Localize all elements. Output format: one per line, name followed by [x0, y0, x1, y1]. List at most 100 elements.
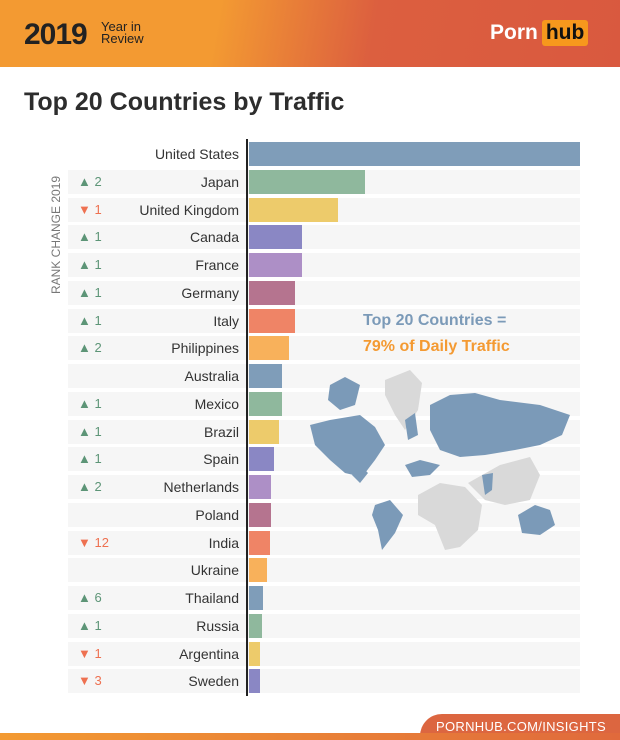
bar-ukraine	[249, 558, 267, 583]
rank-change-up: ▲ 2	[78, 174, 118, 189]
rank-change-value: 1	[94, 645, 102, 661]
table-row	[68, 336, 580, 361]
bar-spain	[249, 447, 274, 472]
rank-change-up: ▲ 2	[78, 479, 118, 494]
bar-japan	[249, 169, 365, 194]
rank-change-down: ▼ 1	[78, 646, 118, 661]
category-label: Mexico	[194, 395, 239, 412]
category-label: Sweden	[188, 673, 239, 690]
rank-change-value: 6	[94, 590, 102, 605]
bar-brazil	[249, 419, 279, 444]
world-map	[310, 370, 570, 550]
rank-change-down: ▼ 1	[78, 202, 118, 217]
bar-poland	[249, 502, 271, 527]
category-label: United Kingdom	[139, 201, 239, 218]
triangle-up-icon: ▲	[78, 229, 95, 245]
triangle-up-icon: ▲	[78, 257, 95, 272]
bar-sweden	[249, 669, 260, 694]
rank-change-up: ▲ 1	[78, 229, 118, 244]
rank-change-up: ▲ 1	[78, 313, 118, 328]
rank-change-up: ▲ 1	[78, 396, 118, 411]
rank-change-value: 1	[94, 451, 102, 467]
rank-change-value: 1	[94, 229, 102, 245]
category-label: Argentina	[179, 645, 239, 662]
rank-change-up: ▲ 6	[78, 590, 118, 605]
logo-right: hub	[541, 20, 589, 46]
footer-link[interactable]: PORNHUB.COM/INSIGHTS	[436, 719, 606, 734]
year-label: 2019	[24, 18, 88, 51]
bar-germany	[249, 280, 296, 305]
category-label: Ukraine	[190, 562, 239, 579]
subtitle-line2: Review	[101, 31, 144, 46]
rank-change-up: ▲ 1	[78, 618, 118, 633]
table-row	[68, 613, 580, 638]
rank-change-up: ▲ 2	[78, 340, 118, 355]
brand-logo: Porn hub	[490, 20, 589, 46]
rank-change-value: 2	[94, 479, 102, 494]
bar-thailand	[249, 586, 263, 610]
table-row	[68, 253, 580, 277]
bar-philippines	[249, 336, 289, 361]
table-row	[68, 502, 580, 527]
triangle-up-icon: ▲	[78, 284, 95, 300]
footer-strip	[0, 733, 620, 740]
rank-change-up: ▲ 1	[78, 285, 118, 300]
rank-change-value: 1	[94, 395, 102, 411]
rank-change-down: ▼ 3	[78, 673, 118, 688]
rank-change-value: 1	[94, 201, 102, 217]
rank-change-value: 1	[94, 312, 102, 328]
category-label: Japan	[200, 173, 239, 190]
bar-canada	[249, 225, 302, 250]
triangle-up-icon: ▲	[78, 395, 95, 411]
table-row	[68, 669, 580, 694]
bar-india	[249, 530, 270, 555]
triangle-down-icon: ▼	[78, 201, 95, 217]
table-row	[68, 641, 580, 666]
rank-change-value: 2	[94, 173, 102, 189]
triangle-down-icon: ▼	[78, 645, 95, 661]
subtitle-line1: Year in	[101, 19, 141, 34]
bar-united-kingdom	[249, 197, 339, 222]
rank-change-up: ▲ 1	[78, 424, 118, 439]
category-label: Canada	[189, 229, 239, 246]
category-label: Spain	[203, 451, 239, 468]
bar-mexico	[249, 391, 283, 416]
rank-change-value: 3	[94, 673, 102, 689]
category-label: Russia	[196, 617, 239, 634]
category-label: Thailand	[185, 590, 239, 606]
rank-change-value: 1	[94, 617, 102, 633]
annotation-line2: 79% of Daily Traffic	[363, 338, 510, 355]
triangle-up-icon: ▲	[78, 479, 95, 494]
bar-united-states	[249, 142, 580, 166]
triangle-up-icon: ▲	[78, 312, 95, 328]
category-label: Philippines	[171, 340, 239, 357]
category-label: France	[195, 257, 239, 273]
rank-change-value: 12	[94, 534, 109, 550]
category-label: Italy	[213, 312, 239, 329]
category-label: India	[208, 534, 239, 551]
rank-change-value: 1	[94, 257, 102, 272]
table-row	[68, 558, 580, 583]
table-row	[68, 586, 580, 610]
table-row	[68, 308, 580, 333]
triangle-up-icon: ▲	[78, 423, 95, 439]
bar-netherlands	[249, 475, 271, 499]
triangle-up-icon: ▲	[78, 340, 95, 356]
rank-change-down: ▼ 12	[78, 535, 118, 550]
triangle-down-icon: ▼	[78, 534, 95, 550]
logo-left: Porn	[490, 21, 538, 44]
bar-argentina	[249, 641, 260, 666]
bar-italy	[249, 308, 296, 333]
triangle-up-icon: ▲	[78, 173, 95, 189]
triangle-up-icon: ▲	[78, 617, 95, 633]
category-label: Poland	[195, 506, 239, 523]
table-row	[68, 364, 580, 388]
triangle-down-icon: ▼	[78, 673, 95, 689]
category-label: United States	[154, 146, 239, 162]
table-row	[68, 280, 580, 305]
bar-russia	[249, 613, 262, 638]
table-row	[68, 530, 580, 555]
triangle-up-icon: ▲	[78, 451, 95, 467]
chart-title: Top 20 Countries by Traffic	[24, 88, 345, 116]
rank-change-value: 1	[94, 423, 102, 439]
